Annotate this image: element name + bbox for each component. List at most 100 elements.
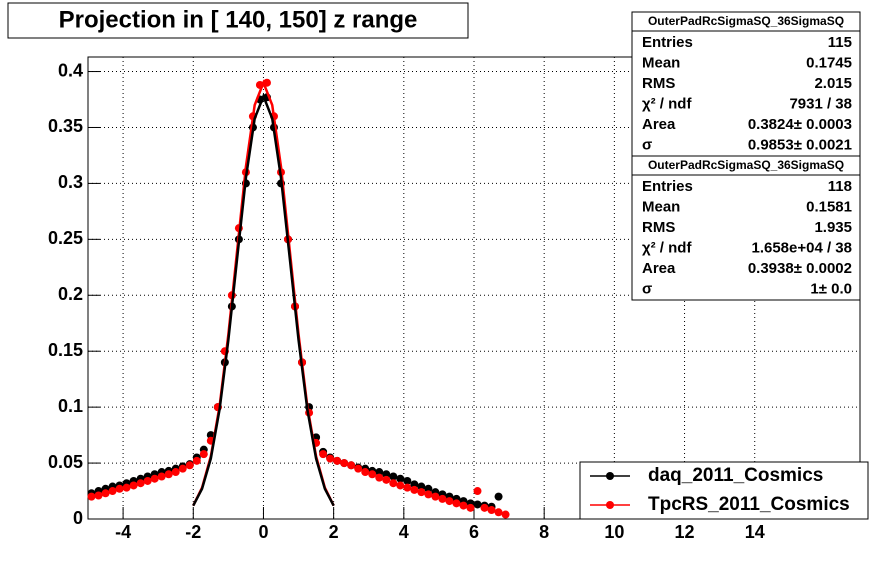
stats-value: 0.1745	[806, 54, 852, 71]
data-point	[87, 492, 96, 501]
data-point	[333, 456, 342, 465]
data-point	[494, 492, 503, 501]
data-point	[171, 468, 180, 477]
y-tick-label: 0.05	[48, 452, 83, 472]
data-point	[410, 485, 419, 494]
data-point	[122, 483, 131, 492]
y-tick-label: 0.35	[48, 116, 83, 136]
stats-value: 115	[828, 34, 852, 51]
stats-label: RMS	[642, 219, 675, 236]
stats-title: OuterPadRcSigmaSQ_36SigmaSQ	[648, 14, 844, 28]
data-point	[494, 508, 503, 517]
data-point	[417, 482, 426, 491]
stats-value: 0.3938± 0.0002	[748, 260, 852, 277]
stats-label: σ	[642, 136, 652, 153]
x-tick-label: 2	[329, 522, 339, 542]
data-point	[396, 481, 405, 490]
data-point	[403, 483, 412, 492]
x-tick-label: 10	[604, 522, 624, 542]
stats-value: 0.9853± 0.0021	[748, 136, 852, 153]
stats-label: χ² / ndf	[642, 95, 692, 112]
data-point	[396, 474, 405, 483]
data-point	[347, 461, 356, 470]
data-point	[424, 490, 433, 499]
y-tick-label: 0.3	[58, 172, 83, 192]
data-point	[164, 470, 173, 479]
x-tick-label: 4	[399, 522, 409, 542]
data-point	[319, 450, 328, 459]
stats-value: 1.658e+04 / 38	[751, 239, 852, 256]
x-tick-label: 12	[675, 522, 695, 542]
data-point	[487, 506, 496, 515]
stats-label: σ	[642, 280, 652, 297]
data-point	[129, 481, 138, 490]
data-point	[375, 468, 384, 477]
data-point	[326, 454, 335, 463]
data-point	[480, 503, 489, 512]
data-point	[192, 456, 201, 465]
x-tick-label: 0	[258, 522, 268, 542]
legend-box	[579, 461, 869, 520]
data-point	[410, 480, 419, 489]
y-tick-label: 0.15	[48, 340, 83, 360]
data-point	[403, 476, 412, 485]
data-point	[206, 431, 215, 440]
legend-marker	[606, 472, 614, 480]
data-point	[94, 491, 103, 500]
y-tick-label: 0.4	[58, 60, 83, 80]
fit-curve	[192, 92, 335, 507]
data-point	[101, 489, 110, 498]
data-point	[417, 488, 426, 497]
x-tick-label: -4	[115, 522, 131, 542]
data-point	[361, 468, 370, 477]
data-point	[424, 484, 433, 493]
data-point	[108, 487, 117, 496]
stats-label: RMS	[642, 75, 675, 92]
data-point	[136, 479, 145, 488]
legend-marker	[606, 501, 614, 509]
stats-label: Entries	[642, 34, 693, 51]
legend-label: TpcRS_2011_Cosmics	[648, 494, 850, 515]
data-point	[178, 464, 187, 473]
data-point	[452, 499, 461, 508]
data-point	[199, 450, 208, 459]
stats-label: Area	[642, 116, 676, 133]
data-point	[501, 510, 510, 519]
stats-title: OuterPadRcSigmaSQ_36SigmaSQ	[648, 158, 844, 172]
data-point	[431, 492, 440, 501]
stats-box	[631, 11, 861, 157]
data-point	[375, 473, 384, 482]
x-tick-label: 8	[539, 522, 549, 542]
data-point	[150, 474, 159, 483]
data-point	[466, 503, 475, 512]
y-tick-label: 0	[73, 508, 83, 528]
stats-box	[631, 155, 861, 301]
stats-value: 7931 / 38	[789, 95, 852, 112]
stats-label: χ² / ndf	[642, 239, 692, 256]
data-point	[115, 484, 124, 493]
y-tick-label: 0.1	[58, 396, 83, 416]
data-point	[340, 459, 349, 468]
title-box	[7, 2, 469, 39]
data-point	[389, 472, 398, 481]
data-point	[143, 476, 152, 485]
data-point	[382, 470, 391, 479]
data-point	[185, 461, 194, 470]
x-tick-label: 14	[745, 522, 765, 542]
data-point	[368, 470, 377, 479]
stats-value: 118	[828, 178, 852, 195]
x-tick-label: 6	[469, 522, 479, 542]
data-point	[445, 497, 454, 506]
stats-value: 0.1581	[806, 198, 852, 215]
y-tick-label: 0.25	[48, 228, 83, 248]
stats-label: Area	[642, 260, 676, 277]
legend-label: daq_2011_Cosmics	[648, 465, 823, 486]
stats-value: 1.935	[814, 219, 852, 236]
data-point	[157, 472, 166, 481]
data-point	[354, 464, 363, 473]
stats-label: Entries	[642, 178, 693, 195]
x-tick-label: -2	[185, 522, 201, 542]
data-point	[382, 475, 391, 484]
data-point	[389, 479, 398, 488]
